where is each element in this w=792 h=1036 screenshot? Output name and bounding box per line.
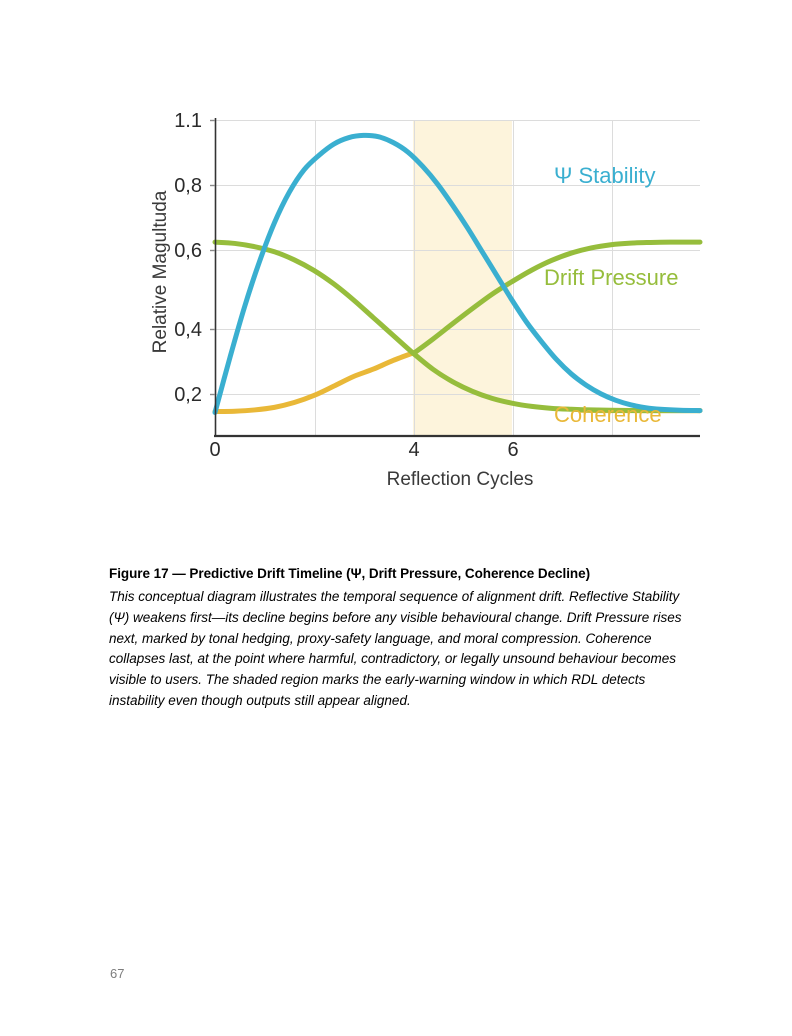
x-gridlines xyxy=(315,120,613,435)
x-axis-title: Reflection Cycles xyxy=(387,469,534,490)
series-label-psi-stability: Ψ Stability xyxy=(554,163,656,188)
series-curve-coherence xyxy=(212,349,418,415)
figure-caption-title: Figure 17 — Predictive Drift Timeline (Ψ… xyxy=(109,566,591,581)
series-curve-drift-pressure-decline-branch xyxy=(212,239,703,414)
figure-17: 1.1 0,8 0,6 0,4 0,2 0 4 6 Reflection Cyc… xyxy=(150,110,703,490)
y-axis-title: Relative Magultuda xyxy=(150,190,171,353)
figure-caption: Figure 17 — Predictive Drift Timeline (Ψ… xyxy=(109,563,687,712)
page-number: 67 xyxy=(110,966,125,981)
y-tick-label-3: 0,6 xyxy=(174,240,202,262)
y-tick-label-2: 0,8 xyxy=(174,175,202,197)
y-tick-marks xyxy=(210,119,215,396)
y-tick-label-4: 0,4 xyxy=(174,319,202,341)
series-curve-stability xyxy=(212,132,703,415)
x-tick-label-4: 4 xyxy=(408,439,419,461)
y-tick-label-1: 1.1 xyxy=(174,110,202,132)
y-tick-label-5: 0,2 xyxy=(174,384,202,406)
drift-timeline-chart: 1.1 0,8 0,6 0,4 0,2 0 4 6 Reflection Cyc… xyxy=(150,110,703,490)
series-label-coherence: Coherence xyxy=(554,402,662,427)
x-tick-label-0: 0 xyxy=(209,439,220,461)
series-label-drift-pressure: Drift Pressure xyxy=(544,265,678,290)
series-curve-drift-pressure xyxy=(412,239,703,355)
series-curves xyxy=(212,132,703,415)
x-tick-label-6: 6 xyxy=(507,439,518,461)
figure-caption-body: This conceptual diagram illustrates the … xyxy=(109,589,682,708)
